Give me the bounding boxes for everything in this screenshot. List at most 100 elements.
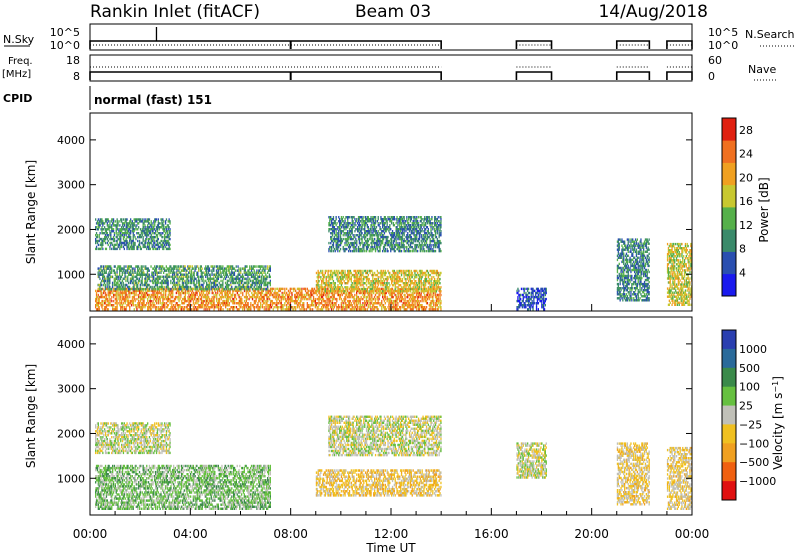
echo-cell [322,280,324,283]
echo-cell [205,279,207,283]
echo-cell [152,289,154,293]
echo-cell [258,273,261,276]
echo-cell [377,282,379,285]
echo-cell [147,234,149,237]
echo-cell [286,299,288,303]
echo-cell [103,295,105,299]
echo-cell [162,222,164,225]
echo-cell [273,306,275,309]
echo-cell [130,302,132,305]
echo-cell [341,306,343,309]
echo-cell [260,293,263,297]
echo-cell [373,308,376,311]
echo-cell [147,308,149,311]
echo-cell [312,291,315,295]
echo-cell [338,287,340,291]
echo-cell [327,304,329,307]
echo-cell [348,275,350,279]
echo-cell [208,306,210,309]
echo-cell [171,267,173,270]
echo-cell [375,280,378,283]
echo-cell [115,299,117,303]
echo-cell [176,283,178,287]
echo-cell [353,273,355,277]
echo-cell [172,277,174,281]
echo-cell [226,293,229,297]
echo-cell [371,295,373,299]
echo-cell [181,285,184,289]
echo-cell [391,290,393,293]
echo-cell [105,265,107,268]
echo-cell [173,304,175,307]
echo-cell [229,291,231,295]
echo-cell [144,273,146,276]
echo-cell [114,220,116,223]
echo-cell [364,291,367,295]
echo-cell [412,299,414,303]
echo-cell [111,226,113,229]
echo-cell [174,285,176,289]
echo-cell [292,299,294,303]
echo-cell [105,230,108,233]
echo-cell [142,269,144,272]
echo-cell [258,279,260,283]
echo-cell [111,283,114,287]
echo-cell [408,280,410,283]
echo-cell [357,299,360,303]
echo-cell [162,306,164,309]
echo-cell [198,277,200,281]
echo-cell [192,273,194,276]
echo-cell [320,302,322,305]
echo-cell [336,277,338,281]
echo-cell [155,239,158,243]
echo-cell [394,273,396,277]
echo-cell [128,230,130,233]
echo-cell [158,265,160,268]
echo-cell [269,281,271,285]
echo-cell [381,308,383,311]
echo-cell [222,304,224,307]
echo-cell [372,275,374,279]
echo-cell [143,265,145,268]
echo-cell [250,279,252,283]
echo-cell [97,302,99,305]
echo-cell [179,275,181,279]
echo-cell [199,306,201,309]
echo-cell [112,218,115,221]
echo-cell [321,308,324,311]
echo-cell [349,271,352,275]
echo-cell [280,287,282,291]
echo-cell [269,306,272,309]
echo-cell [394,282,396,285]
echo-cell [159,291,161,295]
echo-cell [105,247,108,251]
echo-cell [327,290,329,293]
echo-cell [258,299,260,303]
echo-cell [318,304,320,307]
echo-cell [260,297,262,301]
echo-cell [119,269,121,272]
echo-cell [252,304,255,307]
echo-cell [230,275,232,279]
echo-cell [109,269,111,272]
echo-cell [223,269,225,272]
echo-cell [163,297,165,301]
freq-panel: Freq. [MHz] 18 8 60 0 Nave [2,54,776,83]
echo-cell [154,279,157,283]
echo-cell [353,308,355,311]
echo-cell [293,289,295,293]
echo-cell [102,239,104,243]
echo-cell [254,275,256,279]
echo-cell [137,297,139,301]
echo-cell [370,306,372,309]
echo-cell [246,287,248,291]
echo-cell [161,279,163,283]
echo-cell [169,234,171,237]
echo-cell [331,289,334,293]
echo-cell [284,287,286,291]
echo-cell [137,281,140,285]
echo-cell [100,267,102,270]
freq-tick-top: 18 [66,54,80,67]
echo-cell [218,302,221,305]
echo-cell [135,304,137,307]
